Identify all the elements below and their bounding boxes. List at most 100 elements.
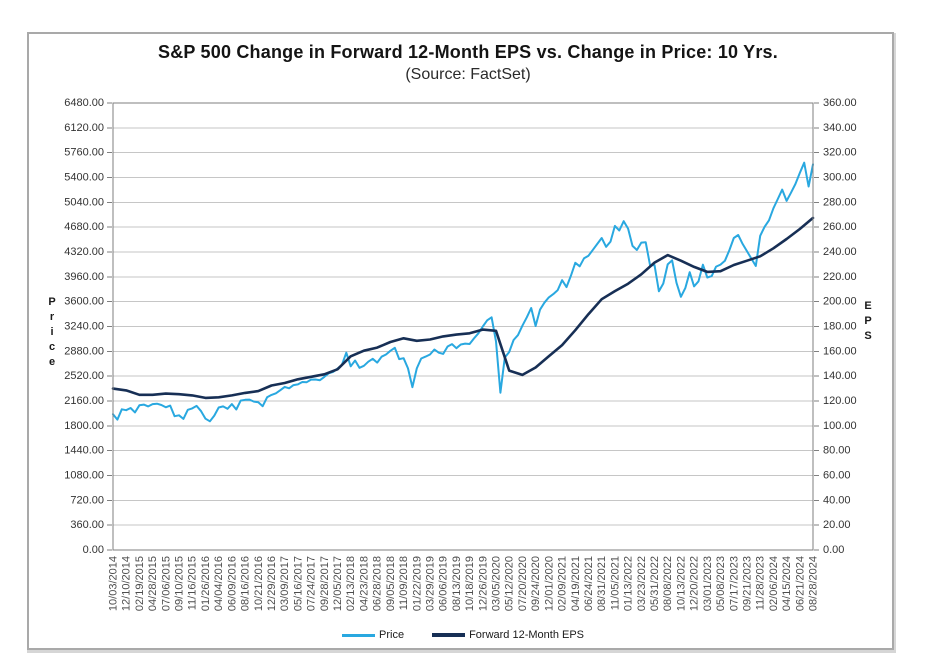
right-axis-tick-label: 200.00 <box>823 296 857 308</box>
right-axis-tick-label: 100.00 <box>823 420 857 432</box>
right-axis-tick-label: 40.00 <box>823 494 851 506</box>
x-axis-tick-label: 07/17/2023 <box>728 556 740 611</box>
x-axis-tick-label: 12/05/2017 <box>332 556 344 611</box>
x-axis-tick-label: 06/24/2021 <box>583 556 595 611</box>
right-axis-tick-label: 300.00 <box>823 172 857 184</box>
x-axis-tick-label: 11/09/2018 <box>398 556 410 610</box>
left-axis-tick-label: 1440.00 <box>64 445 104 457</box>
right-axis-tick-label: 360.00 <box>823 97 857 109</box>
x-axis-tick-label: 12/20/2022 <box>689 556 701 611</box>
left-axis-tick-label: 5400.00 <box>64 172 104 184</box>
left-axis-tick-label: 2880.00 <box>64 345 104 357</box>
x-axis-tick-label: 12/26/2019 <box>477 556 489 611</box>
left-axis-tick-label: 1080.00 <box>64 470 104 482</box>
left-axis-tick-label: 4320.00 <box>64 246 104 258</box>
right-axis-tick-label: 120.00 <box>823 395 857 407</box>
right-axis-tick-label: 240.00 <box>823 246 857 258</box>
x-axis-tick-label: 11/05/2021 <box>609 556 621 610</box>
x-axis-tick-label: 01/22/2019 <box>411 556 423 611</box>
x-axis-tick-label: 07/06/2015 <box>160 556 172 611</box>
x-axis-tick-label: 12/01/2020 <box>543 556 555 611</box>
x-axis-tick-label: 09/21/2023 <box>741 556 753 611</box>
left-axis-tick-label: 2160.00 <box>64 395 104 407</box>
left-axis-tick-label: 3960.00 <box>64 271 104 283</box>
right-axis-tick-label: 260.00 <box>823 221 857 233</box>
right-axis-tick-label: 180.00 <box>823 321 857 333</box>
x-axis-tick-label: 03/09/2017 <box>279 556 291 611</box>
left-axis-title: Price <box>46 296 58 371</box>
x-axis-tick-label: 05/16/2017 <box>292 556 304 611</box>
chart-title: S&P 500 Change in Forward 12-Month EPS v… <box>158 42 778 62</box>
legend-item-eps: Forward 12-Month EPS <box>432 629 584 641</box>
right-axis-tick-label: 160.00 <box>823 345 857 357</box>
x-axis-tick-label: 01/13/2022 <box>623 556 635 611</box>
left-axis-tick-label: 6120.00 <box>64 122 104 134</box>
eps-line-swatch <box>432 633 466 637</box>
right-axis-tick-label: 340.00 <box>823 122 857 134</box>
x-axis-tick-label: 09/05/2018 <box>385 556 397 611</box>
x-axis-tick-label: 11/28/2023 <box>755 556 767 610</box>
left-axis-tick-label: 1800.00 <box>64 420 104 432</box>
left-axis-tick-label: 5760.00 <box>64 147 104 159</box>
right-axis-tick-label: 0.00 <box>823 544 844 556</box>
x-axis-tick-label: 02/13/2018 <box>345 556 357 611</box>
left-axis-tick-label: 3240.00 <box>64 321 104 333</box>
x-axis-tick-label: 09/24/2020 <box>530 556 542 611</box>
x-axis-tick-label: 04/19/2021 <box>570 556 582 611</box>
right-axis-tick-label: 20.00 <box>823 519 851 531</box>
x-axis-tick-label: 08/13/2019 <box>451 556 463 611</box>
right-axis-tick-label: 220.00 <box>823 271 857 283</box>
right-axis-tick-label: 60.00 <box>823 470 851 482</box>
x-axis-tick-label: 08/16/2016 <box>240 556 252 611</box>
left-axis-tick-label: 0.00 <box>83 544 104 556</box>
x-axis-tick-label: 01/26/2016 <box>200 556 212 611</box>
chart-legend: Price Forward 12-Month EPS <box>113 629 813 641</box>
x-axis-tick-label: 08/08/2022 <box>662 556 674 611</box>
left-axis-tick-label: 360.00 <box>70 519 104 531</box>
x-axis-tick-label: 04/15/2024 <box>781 556 793 611</box>
x-axis-tick-label: 12/10/2014 <box>121 556 133 611</box>
x-axis-tick-label: 06/28/2018 <box>372 556 384 611</box>
left-axis-tick-label: 2520.00 <box>64 370 104 382</box>
x-axis-tick-label: 08/31/2021 <box>596 556 608 611</box>
x-axis-tick-label: 05/31/2022 <box>649 556 661 611</box>
right-axis-tick-label: 280.00 <box>823 196 857 208</box>
x-axis-tick-label: 09/28/2017 <box>319 556 331 611</box>
x-axis-tick-label: 07/20/2020 <box>517 556 529 611</box>
x-axis-tick-label: 04/23/2018 <box>358 556 370 611</box>
right-axis-tick-label: 140.00 <box>823 370 857 382</box>
right-axis-tick-label: 80.00 <box>823 445 851 457</box>
x-axis-tick-label: 07/24/2017 <box>306 556 318 611</box>
price-line-swatch <box>342 633 375 637</box>
right-axis-tick-label: 320.00 <box>823 147 857 159</box>
x-axis-tick-label: 08/28/2024 <box>808 556 820 611</box>
x-axis-tick-label: 03/29/2019 <box>424 556 436 611</box>
x-axis-tick-label: 02/06/2024 <box>768 556 780 611</box>
x-axis-tick-label: 02/19/2015 <box>134 556 146 611</box>
price-line <box>112 161 814 423</box>
x-axis-tick-label: 06/21/2024 <box>794 556 806 611</box>
left-axis-tick-label: 4680.00 <box>64 221 104 233</box>
x-axis-tick-label: 12/29/2016 <box>266 556 278 611</box>
x-axis-tick-label: 05/08/2023 <box>715 556 727 611</box>
x-axis-tick-label: 10/03/2014 <box>108 556 120 611</box>
x-axis-tick-label: 03/05/2020 <box>491 556 503 611</box>
x-axis-tick-label: 10/13/2022 <box>675 556 687 611</box>
x-axis-tick-label: 02/09/2021 <box>557 556 569 611</box>
left-axis-tick-label: 5040.00 <box>64 196 104 208</box>
x-axis-tick-label: 06/06/2019 <box>438 556 450 611</box>
chart-subtitle: (Source: FactSet) <box>405 66 531 83</box>
x-axis-tick-label: 03/23/2022 <box>636 556 648 611</box>
left-axis-tick-label: 6480.00 <box>64 97 104 109</box>
x-axis-tick-label: 09/10/2015 <box>174 556 186 611</box>
plot-frame <box>112 102 814 551</box>
right-axis-title: EPS <box>862 300 874 345</box>
left-axis-tick-label: 720.00 <box>70 494 104 506</box>
eps-line <box>111 216 815 400</box>
legend-item-price: Price <box>342 629 404 641</box>
x-axis-tick-label: 03/01/2023 <box>702 556 714 611</box>
x-axis-tick-label: 11/16/2015 <box>187 556 199 610</box>
legend-label-eps: Forward 12-Month EPS <box>469 629 584 641</box>
x-axis-tick-label: 04/04/2016 <box>213 556 225 611</box>
